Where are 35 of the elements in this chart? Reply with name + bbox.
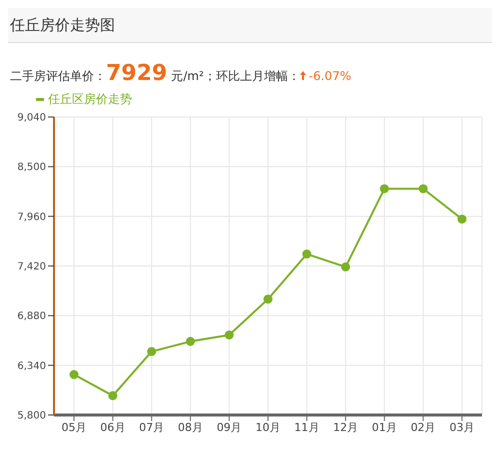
y-tick-label: 9,040 (17, 112, 46, 124)
legend-label: 任丘区房价走势 (47, 90, 132, 108)
x-tick-label: 03月 (450, 420, 474, 434)
x-tick-label: 12月 (333, 420, 358, 434)
x-tick-label: 07月 (139, 420, 164, 434)
x-tick-label: 02月 (410, 420, 436, 434)
point (108, 391, 118, 400)
point (341, 262, 350, 272)
x-tick-label: 06月 (100, 420, 126, 434)
text: 二手房评估单价： (10, 69, 106, 83)
x-tick-label: 11月 (294, 420, 320, 434)
point (418, 184, 428, 194)
point (264, 294, 272, 304)
point (458, 214, 466, 224)
y-tick-label: 5,800 (17, 410, 46, 422)
text: 7929 (106, 61, 168, 86)
text: -6.07% (308, 69, 352, 83)
y-tick-label: 7,960 (17, 212, 46, 223)
text: 元/m²；环比上月增幅： (171, 69, 300, 83)
point (380, 184, 389, 194)
point (302, 250, 312, 259)
x-tick-label: 05月 (62, 420, 86, 434)
x-tick-label: 08月 (178, 420, 203, 434)
y-tick-label: 6,340 (17, 360, 46, 372)
point (186, 336, 195, 346)
x-tick-label: 01月 (372, 420, 397, 434)
x-tick-label: 10月 (256, 420, 280, 434)
y-tick-label: 8,500 (17, 162, 46, 174)
x-tick-label: 09月 (216, 420, 242, 434)
point (147, 347, 156, 356)
y-tick-label: 6,880 (17, 311, 46, 322)
chart-title: 任丘房价走势图 (8, 8, 492, 43)
point (224, 330, 234, 340)
y-tick-label: 7,420 (17, 262, 46, 273)
point (70, 370, 78, 380)
